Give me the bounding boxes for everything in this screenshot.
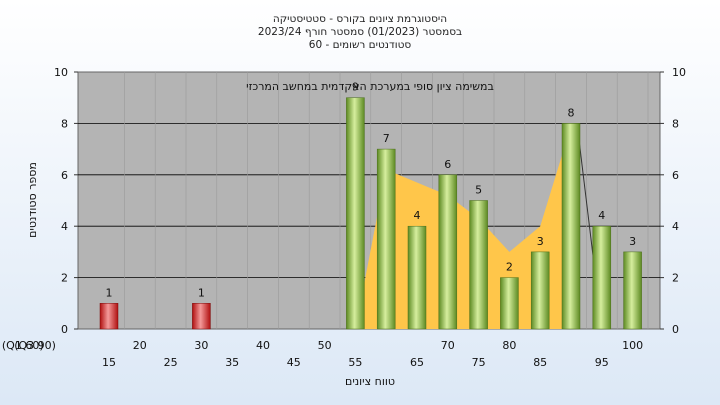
- title-line-3: סטודנטים רשומים - 60: [309, 39, 412, 51]
- bar-75: [469, 200, 488, 330]
- x-tick-label: 30: [194, 339, 208, 352]
- y-tick-right: 6: [672, 169, 679, 182]
- x-tick-label: 70: [441, 339, 455, 352]
- x-tick-label: 50: [318, 339, 332, 352]
- y-tick-left: 10: [54, 66, 68, 79]
- x-axis-title: טווח ציונים: [345, 375, 395, 388]
- bar-value-55: 9: [352, 81, 359, 94]
- x-tick-label: (Q3 90): [14, 339, 56, 352]
- y-tick-right: 4: [672, 220, 679, 233]
- x-tick-label: 65: [410, 356, 424, 369]
- x-tick-label: 25: [164, 356, 178, 369]
- x-tick-label: 55: [348, 356, 362, 369]
- bar-value-75: 5: [475, 184, 482, 197]
- bar-value-85: 3: [537, 235, 544, 248]
- bar-60: [376, 148, 396, 330]
- x-tick-label: 45: [287, 356, 301, 369]
- bars: [99, 97, 642, 330]
- bar-70: [438, 174, 458, 330]
- x-tick-label: 15: [102, 356, 116, 369]
- bar-80: [500, 277, 519, 330]
- bar-100: [623, 251, 642, 330]
- bar-value-60: 7: [383, 132, 390, 145]
- x-axis-ticks: 20 30 40 50 (Q1 60) 70 80 (Q3 90) 100 15 25 35 45 55 6…: [2, 339, 643, 369]
- y-tick-right: 10: [672, 66, 686, 79]
- bar-value-15: 1: [106, 286, 113, 299]
- chart-title: היסטוגרמת ציונים בקורס - סטטיסטיקה בסמסט…: [258, 13, 462, 51]
- y-axis-left: 0 2 4 6 8 10: [54, 66, 78, 336]
- bar-65: [407, 225, 427, 330]
- y-tick-left: 6: [61, 169, 68, 182]
- title-line-2: בסמסטר (01/2023) סמסטר חורף 2023/24: [258, 26, 462, 38]
- bar-value-80: 2: [506, 261, 513, 274]
- y-tick-left: 8: [61, 117, 68, 130]
- bar-15: [99, 303, 119, 330]
- y-tick-left: 4: [61, 220, 68, 233]
- x-tick-label: 80: [502, 339, 516, 352]
- y-tick-right: 2: [672, 272, 679, 285]
- y-tick-left: 0: [61, 323, 68, 336]
- bar-95: [592, 225, 612, 330]
- y-axis-right: 0 2 4 6 8 10: [660, 66, 686, 336]
- y-axis-title: מספר סטודנטים: [26, 162, 39, 238]
- x-tick-label: 20: [133, 339, 147, 352]
- bar-90: [561, 123, 581, 330]
- x-tick-label: 95: [595, 356, 609, 369]
- y-tick-right: 8: [672, 117, 679, 130]
- x-tick-label: 75: [472, 356, 486, 369]
- bar-value-100: 3: [629, 235, 636, 248]
- title-line-1: היסטוגרמת ציונים בקורס - סטטיסטיקה: [273, 13, 447, 25]
- x-tick-label: 100: [622, 339, 643, 352]
- x-tick-label: (Q1 60): [2, 339, 44, 352]
- bar-value-95: 4: [598, 209, 605, 222]
- bar-85: [530, 251, 550, 330]
- x-tick-label: 85: [533, 356, 547, 369]
- y-tick-right: 0: [672, 323, 679, 336]
- bar-value-65: 4: [414, 209, 421, 222]
- bar-30: [192, 303, 211, 330]
- bar-value-30: 1: [198, 286, 205, 299]
- x-tick-label: 40: [256, 339, 270, 352]
- chart-annotation: במשימה ציון סופי במערכת האקדמית במחשב המ…: [246, 80, 494, 93]
- bar-value-70: 6: [444, 158, 451, 171]
- bar-55: [346, 97, 365, 330]
- x-tick-label: 35: [225, 356, 239, 369]
- y-tick-left: 2: [61, 272, 68, 285]
- bar-value-90: 8: [568, 106, 575, 119]
